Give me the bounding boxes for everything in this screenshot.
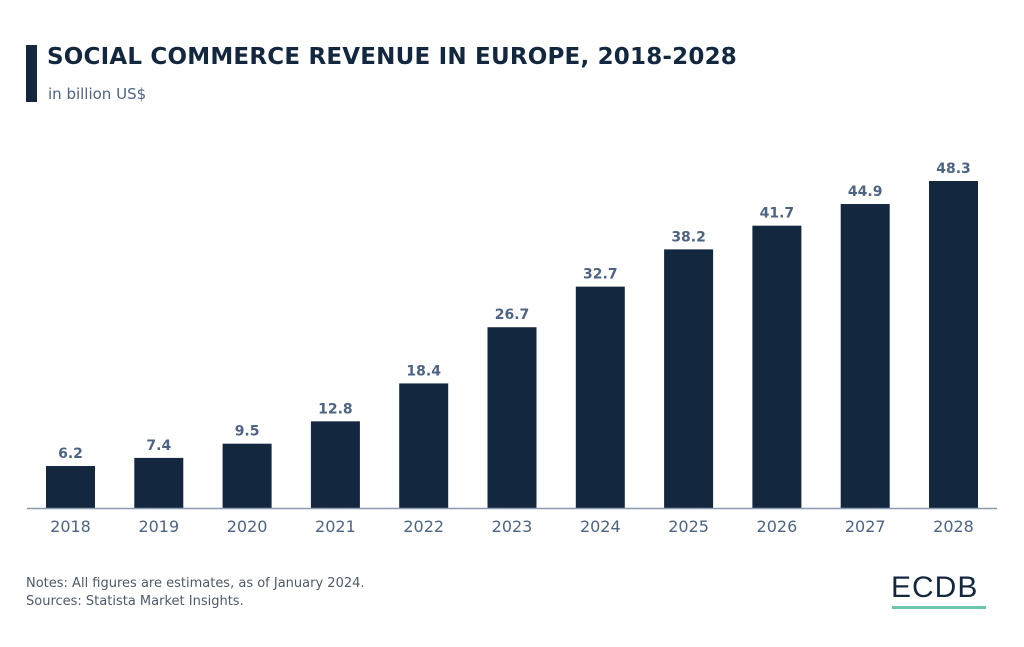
sources-text: Sources: Statista Market Insights. <box>26 594 244 609</box>
x-tick-label: 2027 <box>845 517 886 536</box>
bar-2027 <box>840 204 890 509</box>
ecdb-logo: ECDB <box>891 571 979 604</box>
bar-2022 <box>399 383 449 508</box>
bar-2018 <box>46 466 95 508</box>
data-label: 18.4 <box>406 363 441 379</box>
data-label: 41.7 <box>760 206 795 222</box>
x-tick-label: 2025 <box>668 517 709 536</box>
data-label: 7.4 <box>146 438 171 454</box>
bar-2028 <box>929 181 978 508</box>
x-tick-label: 2018 <box>50 517 91 536</box>
bar-2024 <box>575 286 625 508</box>
x-tick-label: 2026 <box>757 517 798 536</box>
x-tick-label: 2023 <box>492 517 533 536</box>
data-label: 12.8 <box>318 401 353 417</box>
x-tick-label: 2021 <box>315 517 356 536</box>
chart-subtitle: in billion US$ <box>48 85 147 103</box>
bar-2026 <box>752 225 802 508</box>
bar-2020 <box>222 443 272 508</box>
data-label: 44.9 <box>848 184 883 200</box>
bar-2023 <box>487 327 537 508</box>
footnotes: Notes: All figures are estimates, as of … <box>26 575 365 611</box>
notes-text: Notes: All figures are estimates, as of … <box>26 576 365 591</box>
chart-title: SOCIAL COMMERCE REVENUE IN EUROPE, 2018-… <box>47 44 737 70</box>
bar-2025 <box>664 249 714 508</box>
x-tick-label: 2020 <box>227 517 268 536</box>
data-label: 48.3 <box>936 161 971 177</box>
data-label: 9.5 <box>235 424 260 440</box>
data-label: 38.2 <box>671 229 706 245</box>
x-tick-label: 2022 <box>403 517 444 536</box>
data-label: 6.2 <box>58 446 83 462</box>
x-tick-label: 2024 <box>580 517 621 536</box>
logo-underline <box>892 606 986 609</box>
bar-2019 <box>134 457 184 508</box>
x-tick-label: 2028 <box>933 517 974 536</box>
x-tick-label: 2019 <box>138 517 179 536</box>
data-label: 26.7 <box>495 307 530 323</box>
bar-2021 <box>310 421 360 508</box>
title-accent-bar <box>26 45 37 102</box>
data-label: 32.7 <box>583 267 618 283</box>
